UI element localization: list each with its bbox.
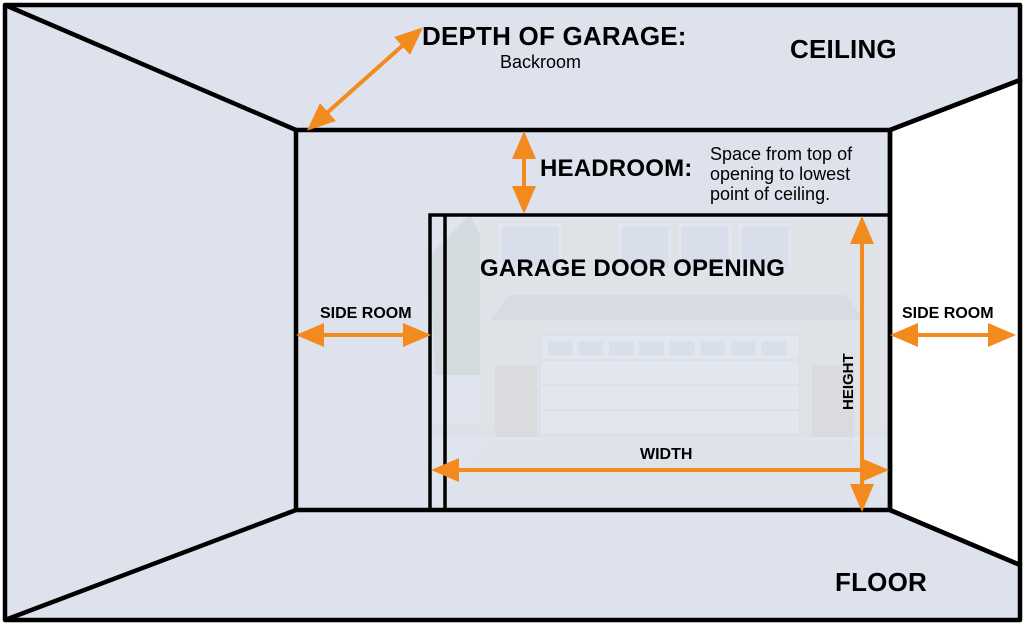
label-ceiling: CEILING xyxy=(790,35,897,65)
label-floor: FLOOR xyxy=(835,568,927,598)
label-side-room-left: SIDE ROOM xyxy=(320,305,412,323)
label-depth-sub: Backroom xyxy=(500,52,581,73)
diagram-svg xyxy=(0,0,1025,625)
label-opening-title: GARAGE DOOR OPENING xyxy=(480,255,785,283)
label-headroom-desc-1: Space from top of xyxy=(710,144,852,165)
label-headroom-title: HEADROOM: xyxy=(540,155,692,183)
label-width: WIDTH xyxy=(640,446,692,464)
label-headroom-desc-2: opening to lowest xyxy=(710,164,850,185)
label-side-room-right: SIDE ROOM xyxy=(902,305,994,323)
garage-measurement-diagram: CEILING FLOOR DEPTH OF GARAGE: Backroom … xyxy=(0,0,1025,625)
label-height: HEIGHT xyxy=(840,353,857,410)
label-headroom-desc-3: point of ceiling. xyxy=(710,184,830,205)
label-depth-title: DEPTH OF GARAGE: xyxy=(422,22,687,52)
